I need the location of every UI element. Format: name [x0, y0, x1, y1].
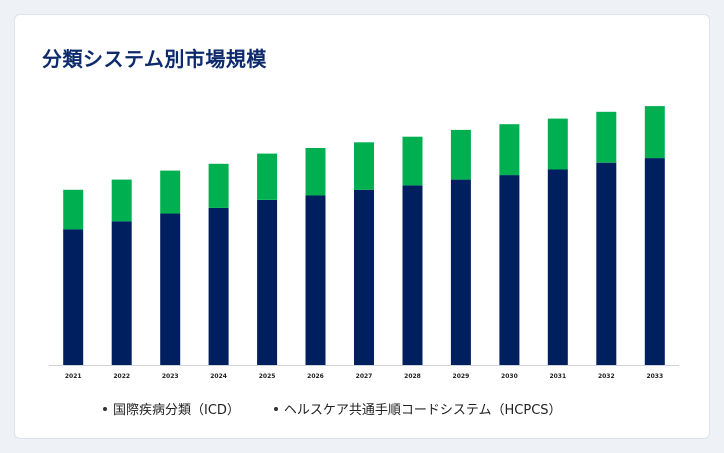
bar-icd-2023	[160, 213, 181, 365]
x-tick-label: 2031	[549, 373, 566, 380]
bar-icd-2026	[305, 195, 326, 365]
bar-icd-2033	[644, 158, 665, 365]
bar-icd-2030	[499, 175, 520, 365]
legend-item-icd: 国際疾病分類（ICD）	[103, 399, 240, 418]
stacked-bar-chart: 2021 2022 2023 2024 2025 2026 2027 2028 2029 2030…	[49, 106, 679, 380]
x-tick-label: 2028	[404, 373, 421, 380]
legend-label-icd: 国際疾病分類（ICD）	[113, 403, 240, 418]
x-tick-label: 2025	[259, 373, 276, 380]
bar-hcpcs-2033	[644, 106, 665, 159]
bar-icd-2029	[450, 179, 471, 365]
bar-icd-2032	[596, 162, 617, 365]
bar-hcpcs-2027	[354, 142, 374, 190]
x-tick-label: 2021	[65, 373, 82, 380]
bar-hcpcs-2025	[257, 153, 278, 200]
bar-hcpcs-2028	[402, 136, 423, 186]
x-tick-label: 2022	[113, 373, 130, 380]
legend-label-hcpcs: ヘルスケア共通手順コードシステム（HCPCS）	[283, 403, 562, 418]
x-tick-label: 2030	[501, 373, 518, 380]
bar-icd-2025	[257, 200, 278, 365]
bar-hcpcs-2021	[63, 189, 84, 230]
bar-icd-2024	[208, 207, 229, 365]
legend-bullet-icon	[103, 406, 107, 411]
x-tick-label: 2029	[453, 373, 470, 380]
x-tick-label: 2026	[307, 373, 324, 380]
legend-item-hcpcs: ヘルスケア共通手順コードシステム（HCPCS）	[273, 399, 562, 418]
bar-icd-2028	[402, 185, 423, 365]
bar-hcpcs-2032	[596, 111, 617, 163]
bar-hcpcs-2022	[111, 179, 132, 222]
chart-title: 分類システム別市場規模	[42, 47, 267, 71]
bar-icd-2027	[354, 189, 374, 365]
bar-icd-2021	[63, 229, 84, 365]
x-tick-label: 2033	[646, 373, 663, 380]
x-tick-label: 2027	[356, 373, 373, 380]
bar-hcpcs-2026	[305, 148, 326, 196]
bar-hcpcs-2031	[547, 118, 568, 170]
bar-icd-2022	[111, 221, 132, 365]
bar-icd-2031	[547, 169, 568, 365]
legend-bullet-icon	[273, 406, 278, 411]
x-tick-label: 2032	[598, 373, 615, 380]
bar-hcpcs-2024	[208, 163, 229, 208]
x-tick-label: 2024	[210, 373, 227, 380]
bar-hcpcs-2029	[450, 129, 471, 180]
legend: 国際疾病分類（ICD） ヘルスケア共通手順コードシステム（HCPCS）	[103, 399, 562, 418]
chart-card: 分類システム別市場規模 2021 2022 2023 2024 2025 2026 2027…	[14, 14, 710, 439]
bar-hcpcs-2023	[160, 170, 181, 214]
bar-hcpcs-2030	[499, 124, 520, 176]
x-tick-label: 2023	[162, 373, 179, 380]
